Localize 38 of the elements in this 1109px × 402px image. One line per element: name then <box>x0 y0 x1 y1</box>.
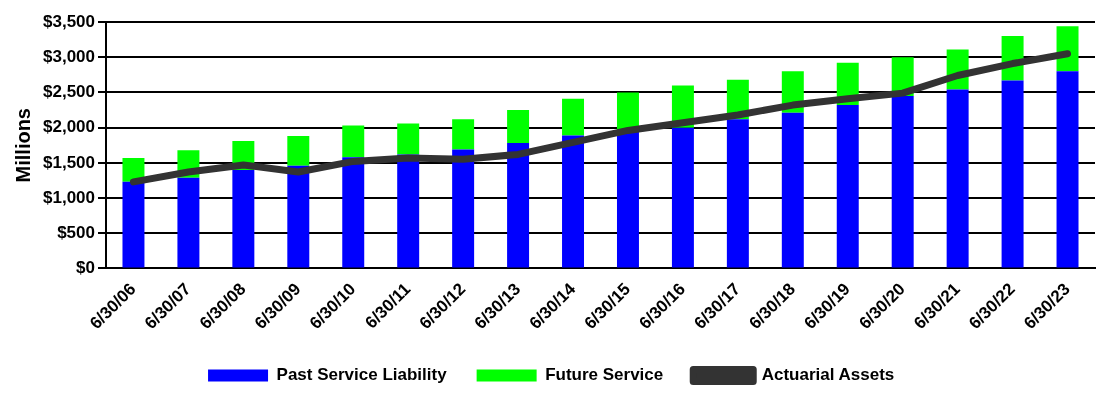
bar <box>232 169 255 268</box>
y-tick-label: $0 <box>76 258 95 278</box>
bar <box>616 130 639 268</box>
legend-label: Past Service Liability <box>276 365 448 385</box>
y-tick-label: $2,000 <box>43 117 95 137</box>
bar <box>452 119 475 150</box>
bar <box>507 110 530 144</box>
bar <box>946 89 969 268</box>
bar <box>342 157 365 268</box>
y-tick-label: $1,000 <box>43 187 95 207</box>
bar <box>452 149 475 268</box>
bar <box>671 127 694 268</box>
y-tick-label: $500 <box>57 222 95 242</box>
y-tick-label: $3,000 <box>43 46 95 66</box>
bar <box>1001 80 1024 268</box>
bar <box>1056 26 1079 72</box>
bar <box>891 95 914 268</box>
bar <box>562 98 585 136</box>
bar <box>287 165 310 268</box>
bar <box>836 105 859 268</box>
legend-label: Future Service <box>545 365 664 385</box>
bar <box>397 123 420 155</box>
y-axis-title: Millions <box>11 108 34 183</box>
y-tick-label: $3,500 <box>43 11 95 31</box>
bar <box>342 125 365 158</box>
bar <box>507 143 530 268</box>
bar <box>177 177 200 268</box>
legend-label: Actuarial Assets <box>761 365 895 385</box>
bar <box>726 119 749 268</box>
bar <box>1056 71 1079 268</box>
bar <box>287 136 310 166</box>
bar <box>562 135 585 268</box>
y-tick-label: $1,500 <box>43 152 95 172</box>
bar <box>397 154 420 268</box>
y-tick-label: $2,500 <box>43 82 95 102</box>
bar <box>616 92 639 131</box>
bar <box>122 181 145 268</box>
bar <box>781 112 804 268</box>
